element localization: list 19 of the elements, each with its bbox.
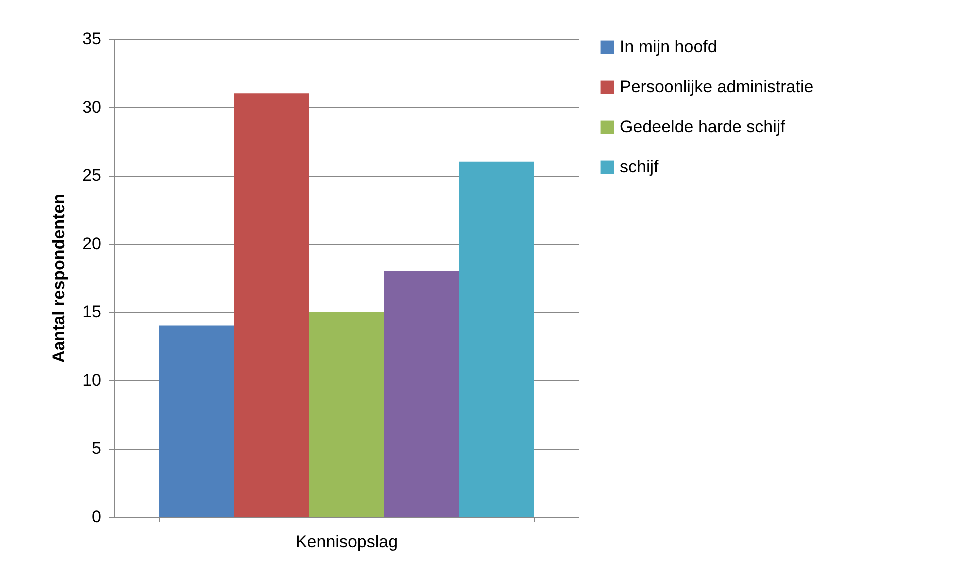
y-tick-label: 30	[82, 98, 102, 117]
y-tick-label: 0	[92, 508, 102, 526]
legend-label: Persoonlijke administratie	[620, 78, 814, 96]
legend-label: In mijn hoofd	[620, 38, 718, 56]
bar	[234, 94, 309, 517]
x-tick-label: Kennisopslag	[296, 532, 398, 552]
y-tick-label: 20	[82, 234, 102, 254]
bar	[309, 312, 384, 517]
y-tick-label: 35	[82, 30, 102, 48]
legend-label: schijf	[620, 158, 660, 176]
y-tick-label: 25	[82, 166, 102, 186]
bar	[459, 162, 534, 517]
bar	[384, 271, 459, 517]
legend-label: Gedeelde harde schijf	[620, 118, 786, 136]
bar	[159, 326, 234, 517]
y-tick-label: 10	[82, 370, 102, 390]
y-tick-label: 15	[82, 302, 102, 322]
y-tick-label: 5	[92, 439, 102, 458]
y-axis-title: Aantal respondenten	[50, 194, 69, 364]
